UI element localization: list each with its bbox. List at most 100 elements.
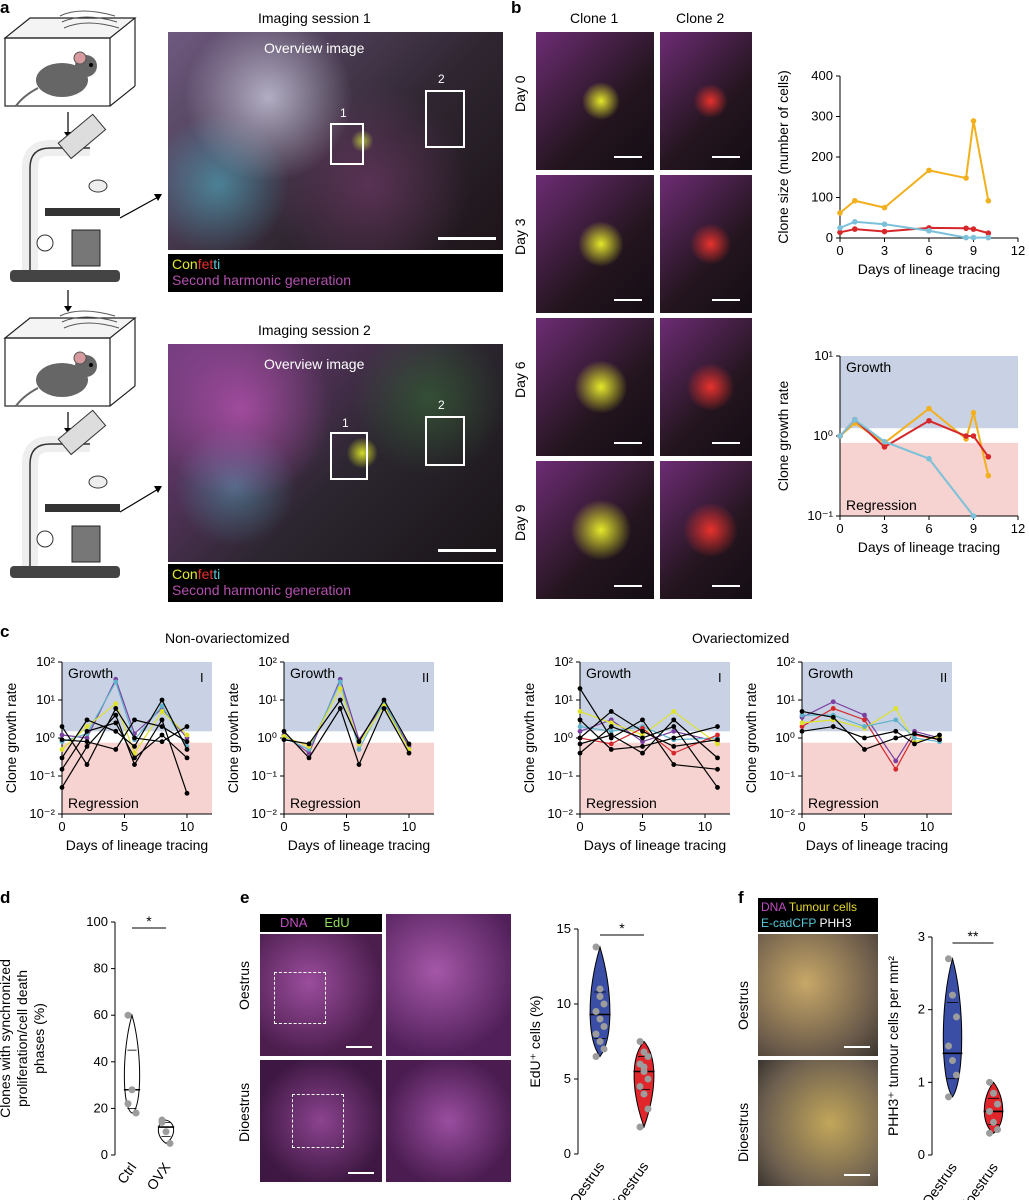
- x-tick-label: 3: [881, 521, 888, 536]
- panel-letter-f: f: [738, 888, 744, 907]
- series-line: [801, 710, 940, 751]
- data-point: [184, 739, 190, 745]
- violin-chart-f: 0 1 2 3 PHH3⁺ tumour cells per mm² OestrusDio…: [885, 928, 1004, 1200]
- oestrus-label-f: Oestrus: [735, 980, 751, 1030]
- data-point: [84, 724, 90, 729]
- data-point: [852, 197, 858, 204]
- data-point: [799, 712, 805, 718]
- scale-bar-e1: [346, 1046, 372, 1048]
- data-point: [59, 785, 65, 790]
- clone-box-2b-label: 2: [438, 398, 445, 412]
- microscope-icon: [10, 113, 120, 282]
- growth-chart-ovx-1: Growth Regression I 0 5 10 10⁻² 10⁻¹ 10⁰ 10¹ 10² Da…: [521, 654, 730, 853]
- clone-box-1: [330, 123, 364, 165]
- data-point: [715, 724, 720, 729]
- clone-box-2b: [425, 416, 465, 466]
- legend-con: Con: [172, 256, 198, 272]
- data-point: [640, 744, 645, 749]
- y-tick-label: 3: [918, 929, 925, 944]
- edu-image-dioestrus-zoom: [386, 1060, 511, 1182]
- y-tick-label: 0: [918, 1147, 925, 1162]
- legend-edu: EdU: [324, 915, 350, 930]
- panel-letter-e: e: [240, 888, 250, 907]
- data-point: [640, 1090, 648, 1098]
- data-point: [640, 1063, 648, 1071]
- legend-ti: ti: [213, 256, 221, 272]
- series-line: [801, 707, 940, 771]
- x-tick-label: 9: [970, 243, 977, 258]
- x-tick-label: 10: [920, 819, 934, 834]
- microscope-icon-2: [10, 409, 120, 578]
- category-label: OVX: [143, 1159, 173, 1193]
- data-point: [986, 1078, 993, 1086]
- series-line: [61, 680, 188, 747]
- data-point: [715, 785, 720, 790]
- data-point: [799, 709, 805, 714]
- growth-chart-non-ovx-1: Growth Regression I 0 5 10 10⁻² 10⁻¹ 10⁰ 10¹ 10² Da…: [3, 654, 212, 853]
- legend-ti-2: ti: [213, 566, 221, 582]
- data-point: [337, 697, 343, 703]
- data-point: [59, 724, 65, 729]
- data-point: [166, 1139, 174, 1147]
- clone-box-2: [425, 90, 465, 148]
- x-tick-label: 5: [639, 819, 646, 834]
- data-point: [184, 724, 190, 729]
- data-point: [113, 679, 119, 685]
- y-tick-label: 10¹: [776, 692, 795, 707]
- data-point: [963, 234, 969, 241]
- data-point: [636, 1038, 644, 1045]
- y-axis-label: EdU⁺ cells (%): [527, 995, 543, 1087]
- data-point: [356, 747, 362, 752]
- y-tick-label: 100: [86, 914, 108, 929]
- arrow-to-image-2: [119, 487, 161, 513]
- y-tick-label: 15: [557, 921, 571, 936]
- phh3-legend: DNA Tumour cells E-cadCFP PHH3: [758, 898, 878, 932]
- scale-bar-f1: [844, 1046, 870, 1048]
- data-point: [985, 230, 992, 236]
- panel-letter-d: d: [0, 888, 11, 907]
- regression-band: [580, 742, 730, 814]
- series-line: [802, 714, 940, 743]
- y-tick-label: 10⁰: [35, 730, 55, 745]
- dioestrus-label-f: Dioestrus: [735, 1102, 751, 1162]
- data-point: [608, 709, 614, 714]
- data-point: [671, 717, 677, 723]
- phh3-image-oestrus: [758, 934, 878, 1056]
- data-point: [970, 433, 977, 439]
- data-point: [406, 741, 412, 747]
- data-point: [184, 747, 190, 752]
- data-point: [671, 762, 677, 767]
- legend-ecad: E-cadCFP: [761, 916, 817, 930]
- data-point: [945, 1093, 952, 1101]
- clone-2-tile: [660, 461, 752, 599]
- y-tick-label: 0: [826, 230, 833, 245]
- data-point: [671, 744, 677, 749]
- legend-fet: fet: [197, 256, 214, 272]
- data-point: [381, 706, 387, 711]
- clone-1-tile: [536, 318, 654, 456]
- data-point: [985, 234, 992, 241]
- y-tick-label: 10²: [36, 654, 55, 669]
- category-label: Dioestrus: [954, 1160, 1001, 1200]
- y-axis-label: Clone growth rate: [225, 683, 241, 794]
- day-label: Day 9: [512, 504, 528, 541]
- data-point: [337, 679, 343, 685]
- data-point: [852, 226, 858, 232]
- clone-1-tile: [536, 32, 654, 170]
- data-point: [953, 1013, 960, 1021]
- clone-2-tile: [660, 318, 752, 456]
- edu-image-oestrus-zoom: [386, 914, 511, 1056]
- series-line: [283, 707, 410, 767]
- data-point: [912, 735, 917, 741]
- data-point: [159, 703, 165, 709]
- data-point: [852, 219, 858, 225]
- data-point: [132, 762, 137, 767]
- data-point: [159, 709, 165, 714]
- data-point: [337, 686, 343, 691]
- regression-band: [802, 742, 952, 814]
- x-tick-label: 12: [1011, 243, 1025, 258]
- data-point: [608, 741, 614, 747]
- day-label: Day 3: [512, 218, 528, 255]
- data-point: [596, 1015, 604, 1023]
